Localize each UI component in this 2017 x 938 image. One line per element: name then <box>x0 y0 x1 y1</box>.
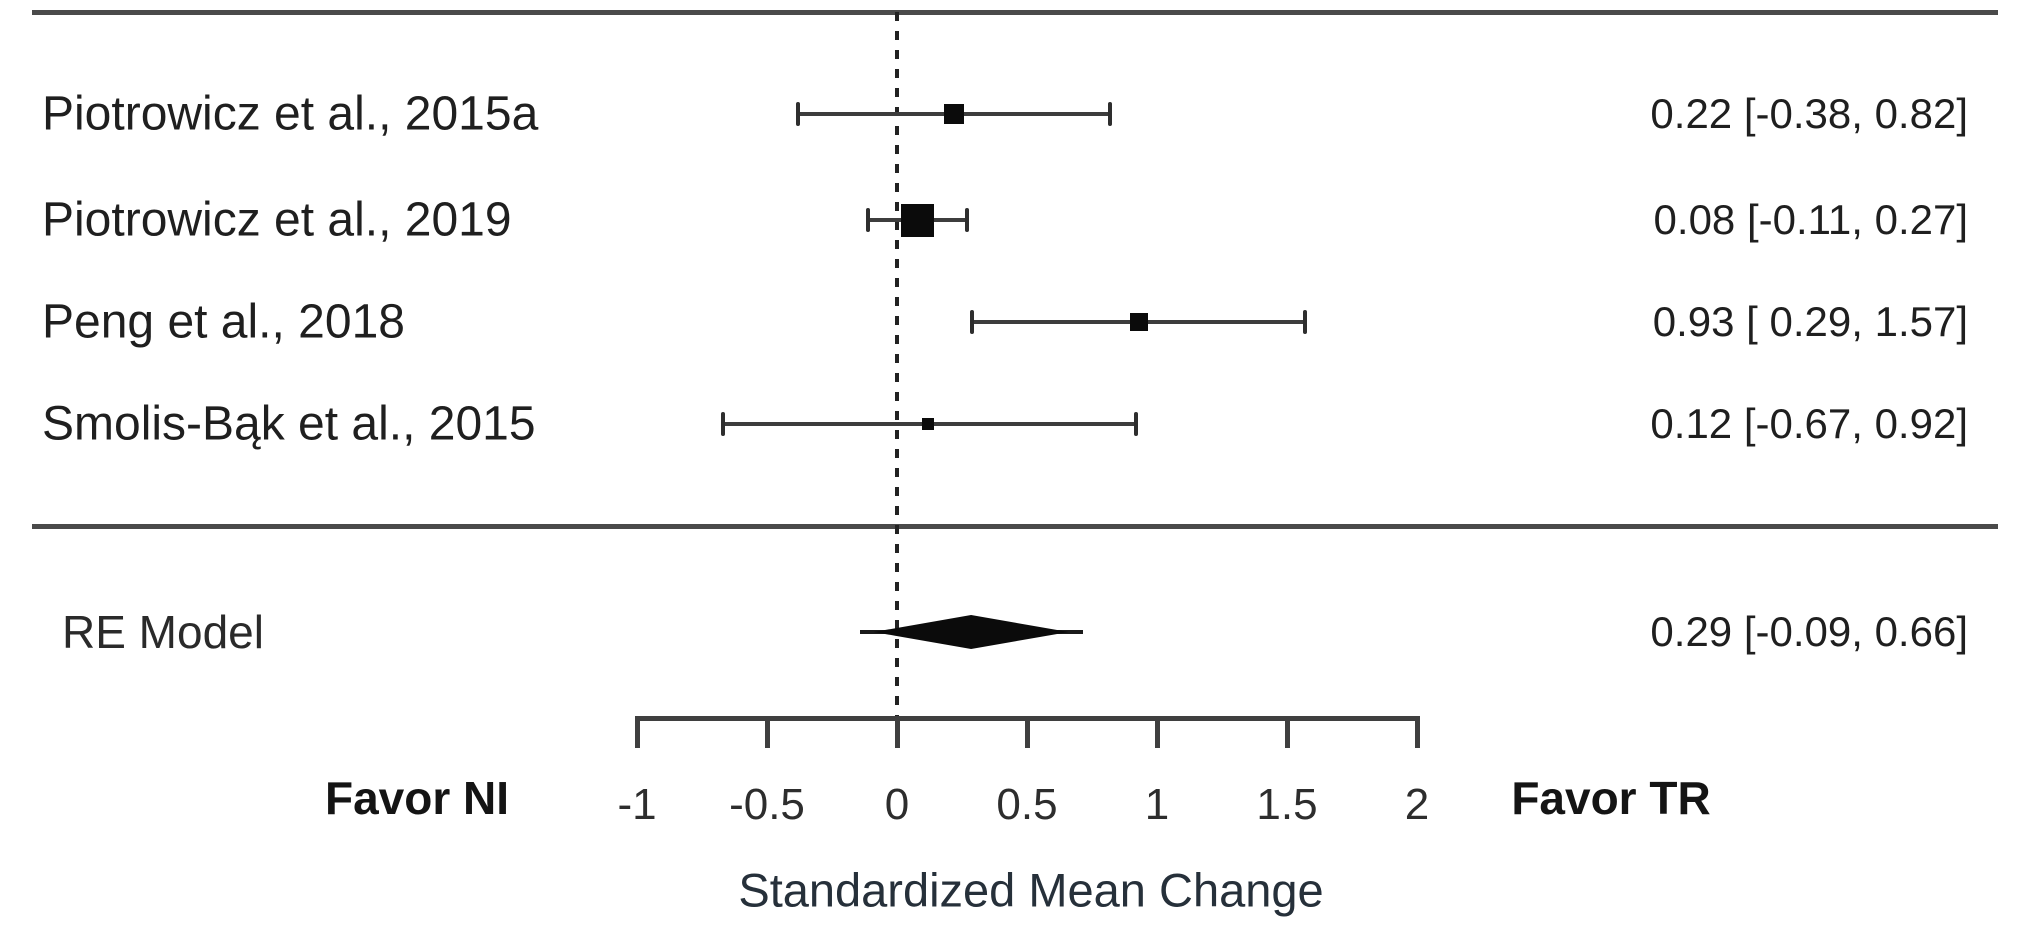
point-estimate-square <box>1129 313 1148 331</box>
summary-value: 0.29 [-0.09, 0.66] <box>1650 608 1968 655</box>
tick-mark <box>635 716 640 748</box>
favor-right-label: Favor TR <box>1511 772 1711 824</box>
zero-reference-line <box>895 12 899 750</box>
ci-cap-left <box>970 310 975 334</box>
study-value: 0.22 [-0.38, 0.82] <box>1650 90 1968 137</box>
point-estimate-square <box>944 104 965 124</box>
tick-mark <box>765 716 770 748</box>
tick-label: 1 <box>1144 780 1170 829</box>
ci-cap-left <box>796 102 801 126</box>
study-label: Smolis-Bąk et al., 2015 <box>42 397 536 451</box>
tick-label: 2 <box>1404 780 1430 829</box>
study-label: Piotrowicz et al., 2015a <box>42 87 539 141</box>
ci-cap-right <box>1303 310 1308 334</box>
tick-label: 1.5 <box>1256 780 1318 829</box>
study-value: 0.08 [-0.11, 0.27] <box>1653 196 1968 243</box>
tick-mark <box>1025 716 1030 748</box>
ci-cap-left <box>866 208 871 232</box>
summary-label: RE Model <box>62 606 264 658</box>
tick-label: -1 <box>617 780 657 829</box>
point-estimate-square <box>901 203 935 237</box>
favor-left-label: Favor NI <box>324 772 510 824</box>
point-estimate-square <box>922 418 935 430</box>
top-rule <box>32 10 1998 15</box>
axis-title: Standardized Mean Change <box>738 863 1324 917</box>
ci-cap-right <box>1134 412 1139 436</box>
tick-mark <box>1155 716 1160 748</box>
tick-label: 0.5 <box>996 780 1058 829</box>
summary-diamond <box>873 615 1069 649</box>
tick-label: -0.5 <box>729 780 805 829</box>
ci-cap-right <box>1108 102 1113 126</box>
study-value: 0.12 [-0.67, 0.92] <box>1650 400 1968 447</box>
tick-mark <box>1285 716 1290 748</box>
study-label: Peng et al., 2018 <box>42 295 405 349</box>
tick-label: 0 <box>884 780 910 829</box>
study-label: Piotrowicz et al., 2019 <box>42 193 512 247</box>
ci-cap-left <box>720 412 725 436</box>
ci-cap-right <box>965 208 970 232</box>
section-divider <box>32 524 1998 529</box>
study-value: 0.93 [ 0.29, 1.57] <box>1652 298 1968 345</box>
tick-mark <box>895 716 900 748</box>
tick-mark <box>1415 716 1420 748</box>
